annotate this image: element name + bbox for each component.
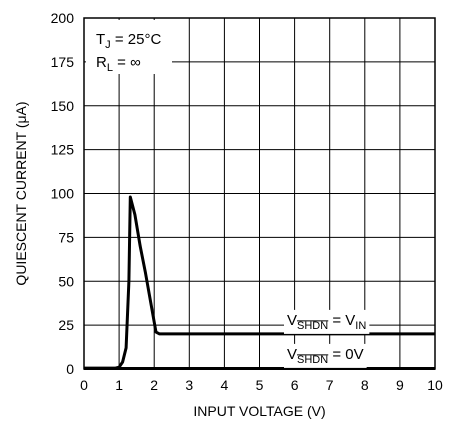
condition-tj-main: T	[96, 31, 105, 48]
x-tick-labels: 0 1 2 3 4 5 6 7 8 9 10	[80, 377, 443, 393]
y-axis-label: QUIESCENT CURRENT (μA)	[13, 101, 29, 285]
y-tick-label: 100	[51, 186, 75, 202]
y-tick-labels: 0 25 50 75 100 125 150 175 200	[51, 10, 75, 377]
y-tick-label: 25	[58, 317, 74, 333]
series-1-label-sub: SHDN	[297, 354, 328, 366]
condition-load-resistance: RL = ∞	[96, 54, 141, 74]
x-tick-label: 9	[396, 377, 404, 393]
condition-rl-main: R	[96, 54, 107, 71]
series-label-shdn-vin: VSHDN = VIN	[287, 312, 366, 332]
y-tick-label: 50	[58, 273, 74, 289]
series-label-shdn-vin-background	[284, 309, 370, 334]
x-tick-label: 8	[361, 377, 369, 393]
condition-rl-rest: = ∞	[113, 54, 141, 71]
y-tick-label: 150	[51, 98, 75, 114]
y-tick-label: 175	[51, 54, 75, 70]
x-tick-label: 5	[256, 377, 264, 393]
y-tick-label: 0	[66, 361, 74, 377]
series-label-shdn-0v: VSHDN = 0V	[287, 346, 364, 366]
y-tick-label: 75	[58, 229, 74, 245]
condition-junction-temperature: TJ = 25°C	[96, 31, 161, 51]
condition-tj-sub: J	[105, 39, 111, 51]
x-tick-label: 2	[150, 377, 158, 393]
series-label-shdn-0v-background	[284, 343, 367, 368]
series-0-label-sub: SHDN	[297, 320, 328, 332]
x-tick-label: 4	[221, 377, 229, 393]
conditions-background	[86, 20, 172, 74]
condition-tj-rest: = 25°C	[111, 31, 162, 48]
series-1-label-main: V	[287, 346, 297, 363]
condition-rl-sub: L	[107, 62, 113, 74]
x-tick-label: 6	[291, 377, 299, 393]
x-tick-label: 0	[80, 377, 88, 393]
grid-lines	[84, 18, 435, 369]
series-0-label-main: V	[287, 312, 297, 329]
x-tick-label: 10	[427, 377, 443, 393]
series-0-label-sub2: IN	[355, 320, 366, 332]
x-tick-label: 7	[326, 377, 334, 393]
y-tick-label: 125	[51, 142, 75, 158]
x-tick-label: 3	[185, 377, 193, 393]
x-tick-label: 1	[115, 377, 123, 393]
series-0-label-rest: = V	[328, 312, 355, 329]
series-1-label-rest: = 0V	[328, 346, 363, 363]
y-tick-label: 200	[51, 10, 75, 26]
x-axis-label: INPUT VOLTAGE (V)	[193, 403, 325, 419]
